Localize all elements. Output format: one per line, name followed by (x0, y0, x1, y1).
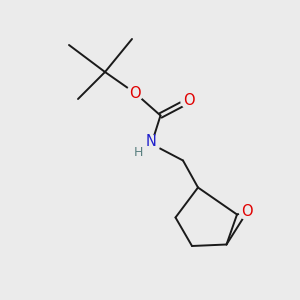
Circle shape (127, 85, 143, 101)
Circle shape (239, 203, 255, 220)
Text: O: O (242, 204, 253, 219)
Text: H: H (134, 146, 144, 160)
Circle shape (143, 136, 160, 152)
Circle shape (181, 92, 197, 109)
Text: N: N (146, 134, 157, 149)
Text: O: O (183, 93, 195, 108)
Text: O: O (129, 85, 141, 100)
